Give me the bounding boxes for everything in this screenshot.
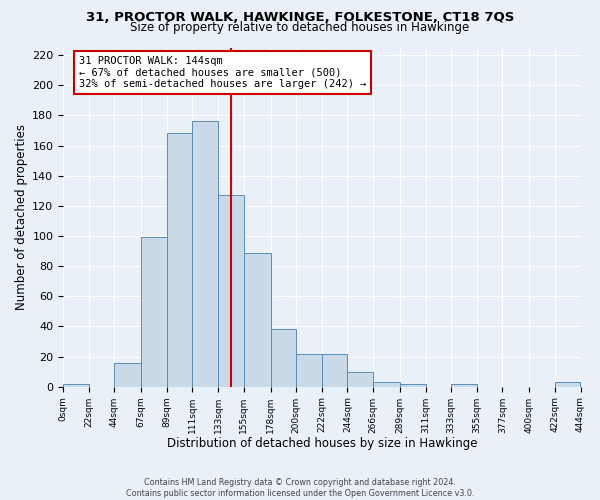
Bar xyxy=(400,384,425,386)
Bar xyxy=(555,382,580,386)
Bar xyxy=(296,354,322,386)
X-axis label: Distribution of detached houses by size in Hawkinge: Distribution of detached houses by size … xyxy=(167,437,477,450)
Text: 31, PROCTOR WALK, HAWKINGE, FOLKESTONE, CT18 7QS: 31, PROCTOR WALK, HAWKINGE, FOLKESTONE, … xyxy=(86,11,514,24)
Bar xyxy=(322,354,347,386)
Bar xyxy=(218,196,244,386)
Text: Contains HM Land Registry data © Crown copyright and database right 2024.
Contai: Contains HM Land Registry data © Crown c… xyxy=(126,478,474,498)
Bar xyxy=(141,238,167,386)
Bar xyxy=(244,252,271,386)
Bar xyxy=(271,330,296,386)
Y-axis label: Number of detached properties: Number of detached properties xyxy=(15,124,28,310)
Bar xyxy=(63,384,89,386)
Text: 31 PROCTOR WALK: 144sqm
← 67% of detached houses are smaller (500)
32% of semi-d: 31 PROCTOR WALK: 144sqm ← 67% of detache… xyxy=(79,56,366,89)
Bar xyxy=(347,372,373,386)
Bar xyxy=(451,384,477,386)
Bar xyxy=(193,122,218,386)
Bar xyxy=(115,362,141,386)
Bar xyxy=(167,134,193,386)
Text: Size of property relative to detached houses in Hawkinge: Size of property relative to detached ho… xyxy=(130,22,470,35)
Bar xyxy=(373,382,400,386)
